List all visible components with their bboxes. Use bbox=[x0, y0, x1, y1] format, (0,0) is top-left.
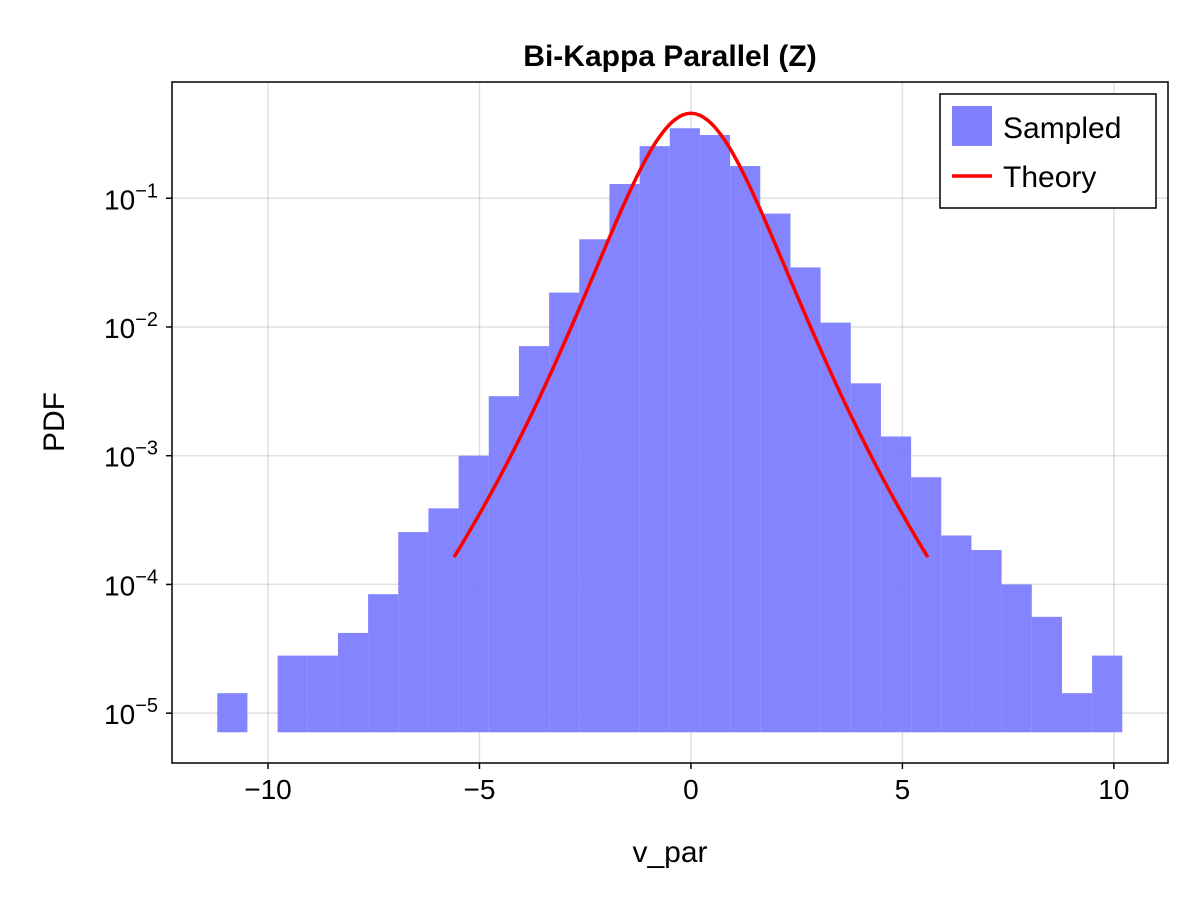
plot-frame bbox=[171, 81, 1169, 764]
histogram-bar bbox=[971, 550, 1002, 733]
y-tick-label: 10−2 bbox=[104, 309, 158, 344]
histogram-bar bbox=[609, 184, 640, 733]
x-tick-label: −5 bbox=[464, 774, 496, 805]
x-axis-ticks: −10 −5 0 5 10 bbox=[244, 763, 1129, 805]
histogram-bar bbox=[1092, 655, 1123, 733]
histogram-bar bbox=[850, 383, 881, 733]
histogram-bar bbox=[669, 128, 700, 733]
legend-sampled-label: Sampled bbox=[1003, 112, 1121, 145]
histogram-bar bbox=[1001, 584, 1032, 733]
histogram-bar bbox=[820, 322, 851, 733]
histogram-bar bbox=[1031, 616, 1062, 733]
histogram-bar bbox=[337, 632, 369, 733]
chart-title: Bi-Kappa Parallel (Z) bbox=[523, 40, 816, 73]
y-tick-label: 10−4 bbox=[104, 566, 158, 601]
x-tick-label: 5 bbox=[895, 774, 911, 805]
histogram-bar bbox=[368, 594, 399, 733]
histogram-bar bbox=[911, 477, 942, 733]
histogram-bar bbox=[277, 655, 308, 733]
histogram-bar bbox=[760, 213, 791, 733]
x-tick-label: −10 bbox=[244, 774, 292, 805]
y-tick-label: 10−5 bbox=[104, 695, 158, 730]
legend-theory-label: Theory bbox=[1003, 161, 1096, 194]
histogram-bar bbox=[1061, 693, 1093, 733]
histogram-bar bbox=[398, 532, 429, 733]
histogram-bar bbox=[639, 146, 670, 733]
histogram-bar bbox=[217, 693, 248, 733]
y-tick-label: 10−3 bbox=[104, 438, 158, 473]
legend: Sampled Theory bbox=[939, 93, 1157, 209]
histogram-bar bbox=[941, 535, 972, 733]
histogram-bar bbox=[699, 135, 731, 733]
y-tick-label: 10−1 bbox=[104, 180, 158, 215]
histogram-bar bbox=[730, 166, 761, 733]
histogram-bar bbox=[518, 346, 550, 733]
y-axis-label: PDF bbox=[38, 392, 71, 452]
y-axis-ticks: 10−5 10−4 10−3 10−2 10−1 bbox=[104, 180, 172, 730]
theory-line bbox=[452, 111, 930, 559]
x-tick-label: 10 bbox=[1098, 774, 1129, 805]
histogram-bar bbox=[428, 508, 459, 733]
histogram-bar bbox=[790, 267, 821, 733]
histogram-bar bbox=[307, 655, 338, 733]
legend-sampled-swatch bbox=[952, 106, 992, 146]
histogram-bar bbox=[579, 239, 610, 733]
x-tick-label: 0 bbox=[683, 774, 699, 805]
theory-curve bbox=[452, 111, 930, 559]
x-axis-label: v_par bbox=[632, 836, 707, 869]
histogram-bar bbox=[549, 292, 580, 733]
histogram-bar bbox=[458, 455, 489, 733]
histogram-bars bbox=[217, 128, 1123, 733]
